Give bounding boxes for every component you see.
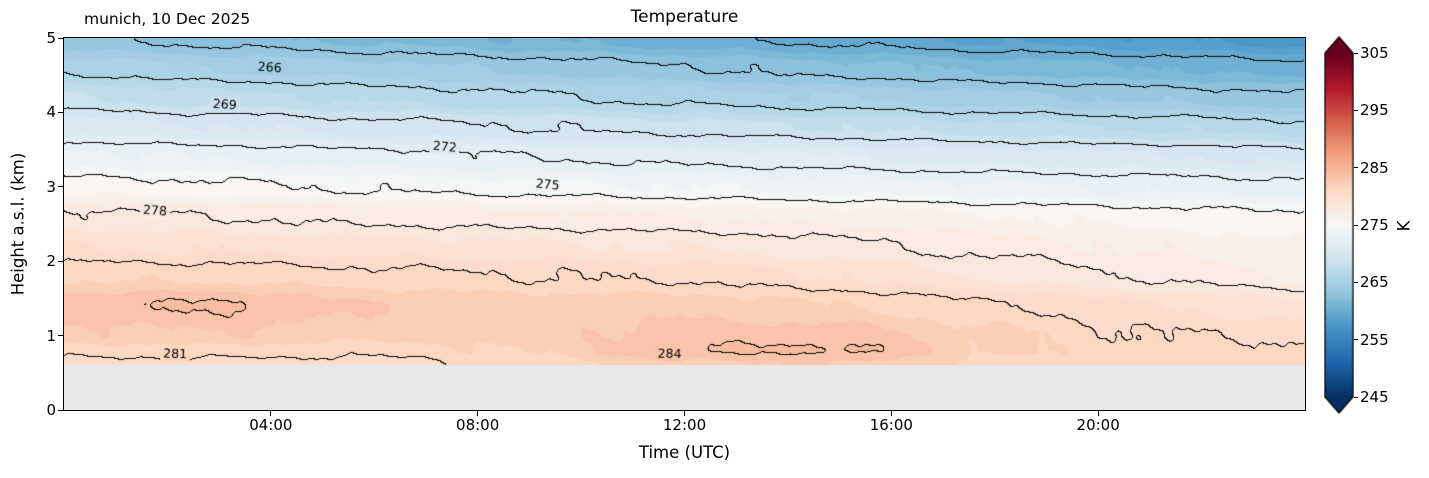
colorbar-tick-label: 295 <box>1360 101 1389 120</box>
y-tick-label: 3 <box>46 177 56 196</box>
y-tick-label: 1 <box>46 326 56 345</box>
colorbar-tick-mark <box>1354 396 1358 398</box>
x-tick-mark <box>890 411 892 416</box>
colorbar-tick-mark <box>1354 224 1358 226</box>
colorbar-tick-label: 265 <box>1360 273 1389 292</box>
colorbar-tick-label: 245 <box>1360 387 1389 406</box>
colorbar-tick-label: 275 <box>1360 215 1389 234</box>
colorbar-tick-label: 285 <box>1360 158 1389 177</box>
plot-area <box>63 37 1306 411</box>
x-tick-label: 20:00 <box>1076 416 1120 434</box>
colorbar-tick-mark <box>1354 339 1358 341</box>
y-tick-label: 2 <box>46 251 56 270</box>
x-tick-mark <box>684 411 685 416</box>
colorbar-gradient <box>1324 36 1354 416</box>
x-tick-label: 04:00 <box>249 416 293 434</box>
colorbar-tick-mark <box>1354 109 1358 111</box>
x-tick-label: 12:00 <box>662 416 707 434</box>
x-tick-mark <box>1097 411 1099 416</box>
y-tick-label: 0 <box>46 400 56 419</box>
colorbar-label: K <box>1394 220 1414 232</box>
colorbar-tick-mark <box>1354 167 1358 169</box>
x-tick-label: 16:00 <box>869 416 913 434</box>
x-tick-mark <box>477 411 479 416</box>
x-tick-mark <box>270 411 272 416</box>
colorbar-tick-mark <box>1354 52 1358 54</box>
chart-title: Temperature <box>630 7 739 27</box>
contour-canvas <box>64 38 1305 410</box>
colorbar-tick-label: 255 <box>1360 330 1389 349</box>
chart-annotation: munich, 10 Dec 2025 <box>84 10 251 28</box>
y-tick-label: 4 <box>46 103 56 122</box>
colorbar-tick-label: 305 <box>1360 43 1389 62</box>
x-tick-label: 08:00 <box>456 416 500 434</box>
x-axis-label: Time (UTC) <box>638 443 731 462</box>
y-axis-label: Height a.s.l. (km) <box>8 152 28 296</box>
colorbar-tick-mark <box>1354 281 1358 283</box>
y-tick-label: 5 <box>46 28 56 47</box>
